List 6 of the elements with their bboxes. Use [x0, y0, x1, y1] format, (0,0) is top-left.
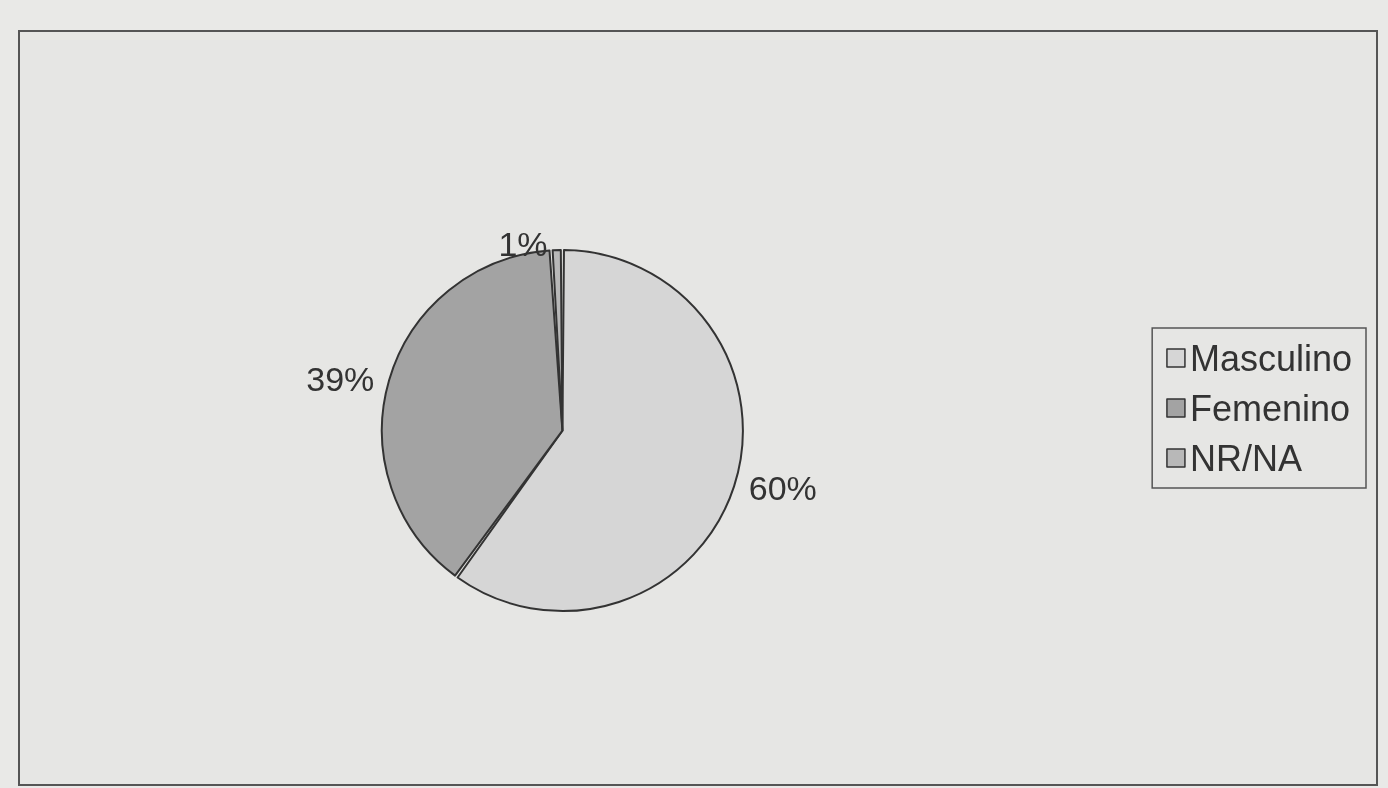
legend-label: Masculino [1189, 337, 1353, 379]
data-label: 39% [306, 359, 375, 398]
data-label: 60% [748, 469, 817, 508]
legend-label: Femenino [1189, 387, 1351, 429]
legend-label: NR/NA [1189, 437, 1302, 479]
data-label: 1% [498, 225, 548, 264]
